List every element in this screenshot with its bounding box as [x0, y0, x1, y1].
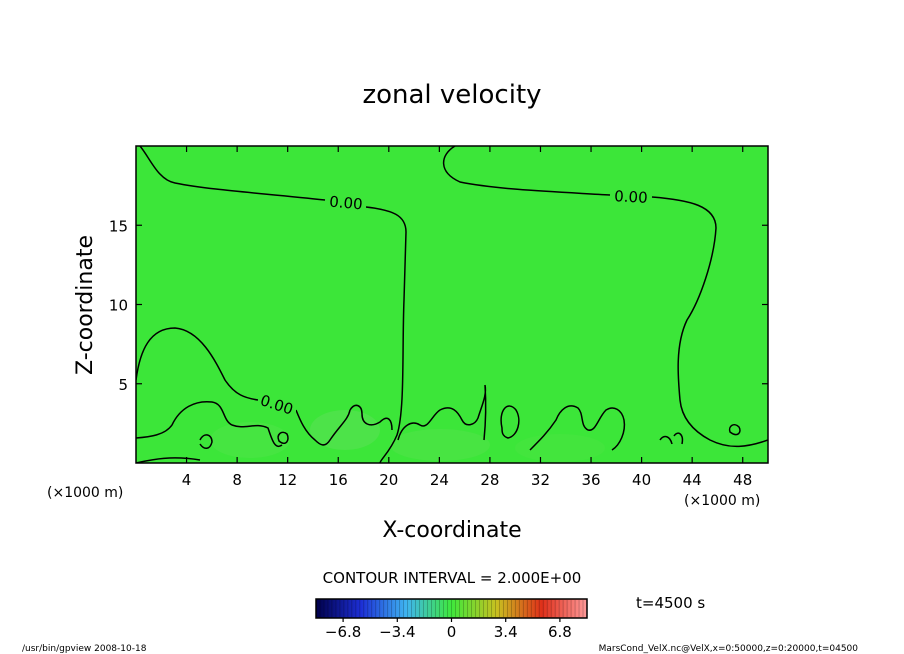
- y-tick-label: 15: [109, 217, 128, 235]
- y-axis: 5 10 15: [109, 217, 768, 394]
- y-tick-label: 5: [118, 376, 128, 394]
- footer-left: /usr/bin/gpview 2008-10-18: [22, 644, 147, 654]
- y-axis-label: Z-coordinate: [73, 235, 98, 375]
- contour-upper-right: [442, 146, 768, 448]
- x-tick-label: 16: [329, 471, 348, 489]
- contour-small-e: [277, 431, 289, 445]
- y-tick-label: 10: [109, 297, 128, 315]
- x-tick-label: 20: [379, 471, 398, 489]
- contour-small-c: [500, 405, 520, 439]
- contour-small-b: [397, 384, 487, 441]
- field-variation: [210, 422, 290, 458]
- x-unit-right: (×1000 m): [684, 493, 760, 509]
- x-tick-label: 8: [232, 471, 242, 489]
- x-tick-label: 28: [480, 471, 499, 489]
- colorbar-tick-label: 6.8: [548, 623, 572, 641]
- chart-title: zonal velocity: [362, 80, 541, 110]
- x-tick-label: 48: [733, 471, 752, 489]
- x-unit-left: (×1000 m): [47, 485, 123, 501]
- contour-lines: [136, 146, 768, 463]
- contour-interval: CONTOUR INTERVAL = 2.000E+00: [323, 569, 582, 587]
- x-tick-label: 32: [531, 471, 550, 489]
- colorbar: −6.8 −3.4 0 3.4 6.8: [315, 598, 588, 641]
- x-tick-label: 36: [581, 471, 600, 489]
- x-axis: 4 8 12 16 20 24 28 32 36 40 44 48: [182, 146, 752, 489]
- contour-label: 0.00: [328, 193, 363, 214]
- contour-upper-left: [139, 146, 407, 463]
- field-variation: [515, 434, 605, 462]
- contour-small-a: [349, 404, 393, 431]
- x-tick-label: 24: [430, 471, 449, 489]
- time-label: t=4500 s: [636, 594, 705, 612]
- colorbar-tick-label: 0: [447, 623, 457, 641]
- field-variation: [390, 429, 490, 461]
- colorbar-tick-label: 3.4: [494, 623, 518, 641]
- plot-area: 0.00 0.00 0.00 4 8 12 16 20 24 28 32 36 40 44 48 51…: [109, 145, 769, 489]
- contour-left-lobe: [136, 327, 351, 446]
- contour-small-d: [529, 405, 626, 451]
- colorbar-tick-label: −3.4: [379, 623, 415, 641]
- colorbar-tick-label: −6.8: [325, 623, 361, 641]
- field-background: [136, 146, 768, 463]
- x-tick-label: 40: [632, 471, 651, 489]
- x-tick-label: 44: [683, 471, 702, 489]
- contour-label: 0.00: [614, 187, 648, 207]
- contour-small-g: [199, 432, 684, 449]
- contour-lower-band: [136, 400, 283, 463]
- footer-right: MarsCond_VelX.nc@VelX,x=0:50000,z=0:2000…: [599, 644, 859, 654]
- x-axis-label: X-coordinate: [382, 518, 521, 543]
- contour-small-f: [728, 424, 741, 436]
- x-tick-label: 12: [278, 471, 297, 489]
- x-tick-label: 4: [182, 471, 192, 489]
